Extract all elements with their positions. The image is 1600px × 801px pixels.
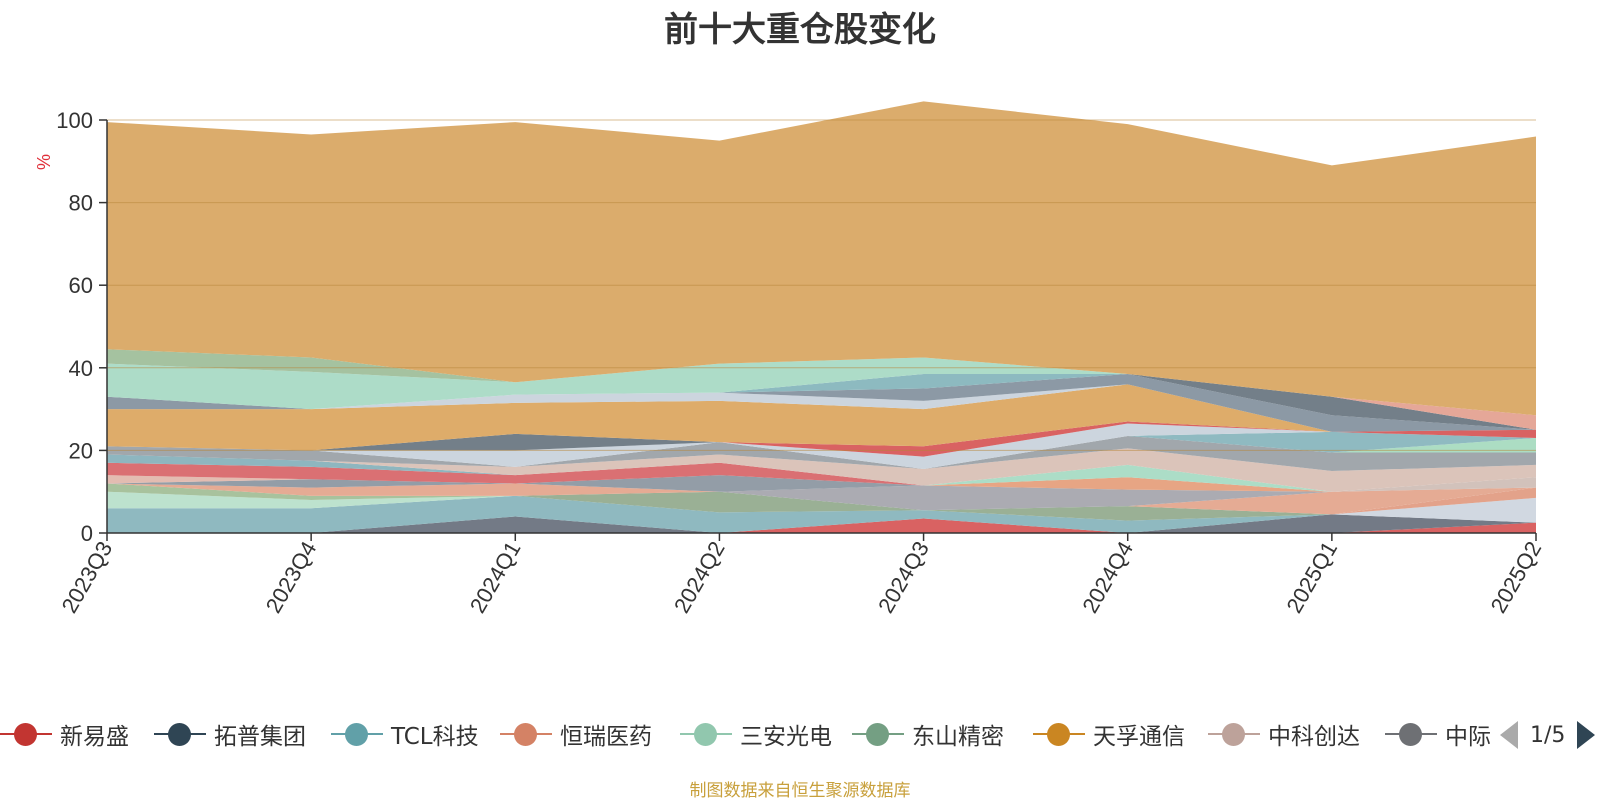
x-tick-label: 2024Q4 <box>1077 537 1138 617</box>
x-tick-label: 2025Q1 <box>1281 537 1342 617</box>
legend-label: 中际旭创 <box>1445 724 1490 750</box>
pager-next-icon[interactable] <box>1577 721 1596 749</box>
legend-label: 天孚通信 <box>1093 724 1185 750</box>
pager-text: 1/5 <box>1530 722 1566 748</box>
x-tick-label: 2024Q3 <box>873 537 934 617</box>
y-tick-label: 40 <box>69 356 93 381</box>
area-s35 <box>107 349 1536 416</box>
source-note: 制图数据来自恒生聚源数据库 <box>689 781 911 801</box>
legend-item[interactable]: 东山精密 <box>852 714 1004 754</box>
legend-marker-icon <box>1033 714 1085 754</box>
legend-marker-icon <box>1208 714 1260 754</box>
area-s09 <box>107 483 1536 515</box>
legend-marker-icon <box>331 714 383 754</box>
area-s10 <box>107 483 1536 511</box>
legend-marker-icon <box>852 714 904 754</box>
x-tick-label: 2024Q1 <box>465 537 526 617</box>
area-s07 <box>107 487 1536 515</box>
area-series <box>107 101 1536 533</box>
area-s36 <box>107 101 1536 416</box>
area-s01 <box>107 518 1536 533</box>
legend-label: 三安光电 <box>740 724 832 750</box>
legend-item[interactable]: 中际旭创 <box>1385 714 1490 754</box>
y-axis-label: % <box>34 154 54 170</box>
x-tick-label: 2023Q4 <box>261 537 322 617</box>
legend-item[interactable]: 天孚通信 <box>1033 714 1185 754</box>
y-tick-label: 100 <box>56 108 93 133</box>
x-tick-label: 2024Q2 <box>669 537 730 617</box>
area-s30 <box>107 373 1536 432</box>
area-s25 <box>107 423 1536 469</box>
legend-label: 恒瑞医药 <box>560 724 652 750</box>
area-s26 <box>107 423 1536 457</box>
area-s12 <box>107 475 1536 492</box>
legend-marker-icon <box>0 714 52 754</box>
legend-label: 东山精密 <box>912 724 1004 750</box>
x-tick-label: 2025Q2 <box>1486 537 1547 617</box>
legend-label: 拓普集团 <box>214 724 306 750</box>
legend-item[interactable]: 恒瑞医药 <box>500 714 652 754</box>
legend-marker-icon <box>500 714 552 754</box>
legend-item[interactable]: 新易盛 <box>0 714 129 754</box>
legend-marker-icon <box>154 714 206 754</box>
area-s24 <box>107 431 1536 469</box>
y-tick-label: 0 <box>81 521 93 546</box>
area-s28 <box>107 384 1536 451</box>
area-s13 <box>107 475 1536 492</box>
legend-item[interactable]: TCL科技 <box>331 714 479 754</box>
legend-label: TCL科技 <box>391 724 479 750</box>
legend-marker-icon <box>1385 714 1437 754</box>
y-tick-label: 20 <box>69 438 93 463</box>
legend-marker-icon <box>680 714 732 754</box>
legend-item[interactable]: 三安光电 <box>680 714 832 754</box>
legend-label: 中科创达 <box>1268 724 1360 750</box>
x-tick-label: 2023Q3 <box>57 537 118 617</box>
area-s34 <box>107 357 1536 416</box>
area-s19 <box>107 448 1536 492</box>
legend-label: 新易盛 <box>60 724 129 750</box>
area-s11 <box>107 475 1536 492</box>
legend-item[interactable]: 中科创达 <box>1208 714 1360 754</box>
area-s17 <box>107 462 1536 492</box>
legend-pager: 1/5 <box>1500 718 1596 752</box>
chart-title: 前十大重仓股变化 <box>664 10 936 50</box>
y-tick-label: 60 <box>69 273 93 298</box>
area-s02 <box>107 514 1536 533</box>
area-s20 <box>107 435 1536 472</box>
area-s04 <box>107 495 1536 533</box>
area-s31 <box>107 373 1536 430</box>
legend: 新易盛 拓普集团 TCL科技 恒瑞医药 三安光电 东山精密 天孚通信 中科创达 中际旭创 <box>0 714 1490 754</box>
legend-item[interactable]: 拓普集团 <box>154 714 306 754</box>
y-tick-label: 80 <box>69 191 93 216</box>
pager-prev-icon[interactable] <box>1500 721 1518 749</box>
